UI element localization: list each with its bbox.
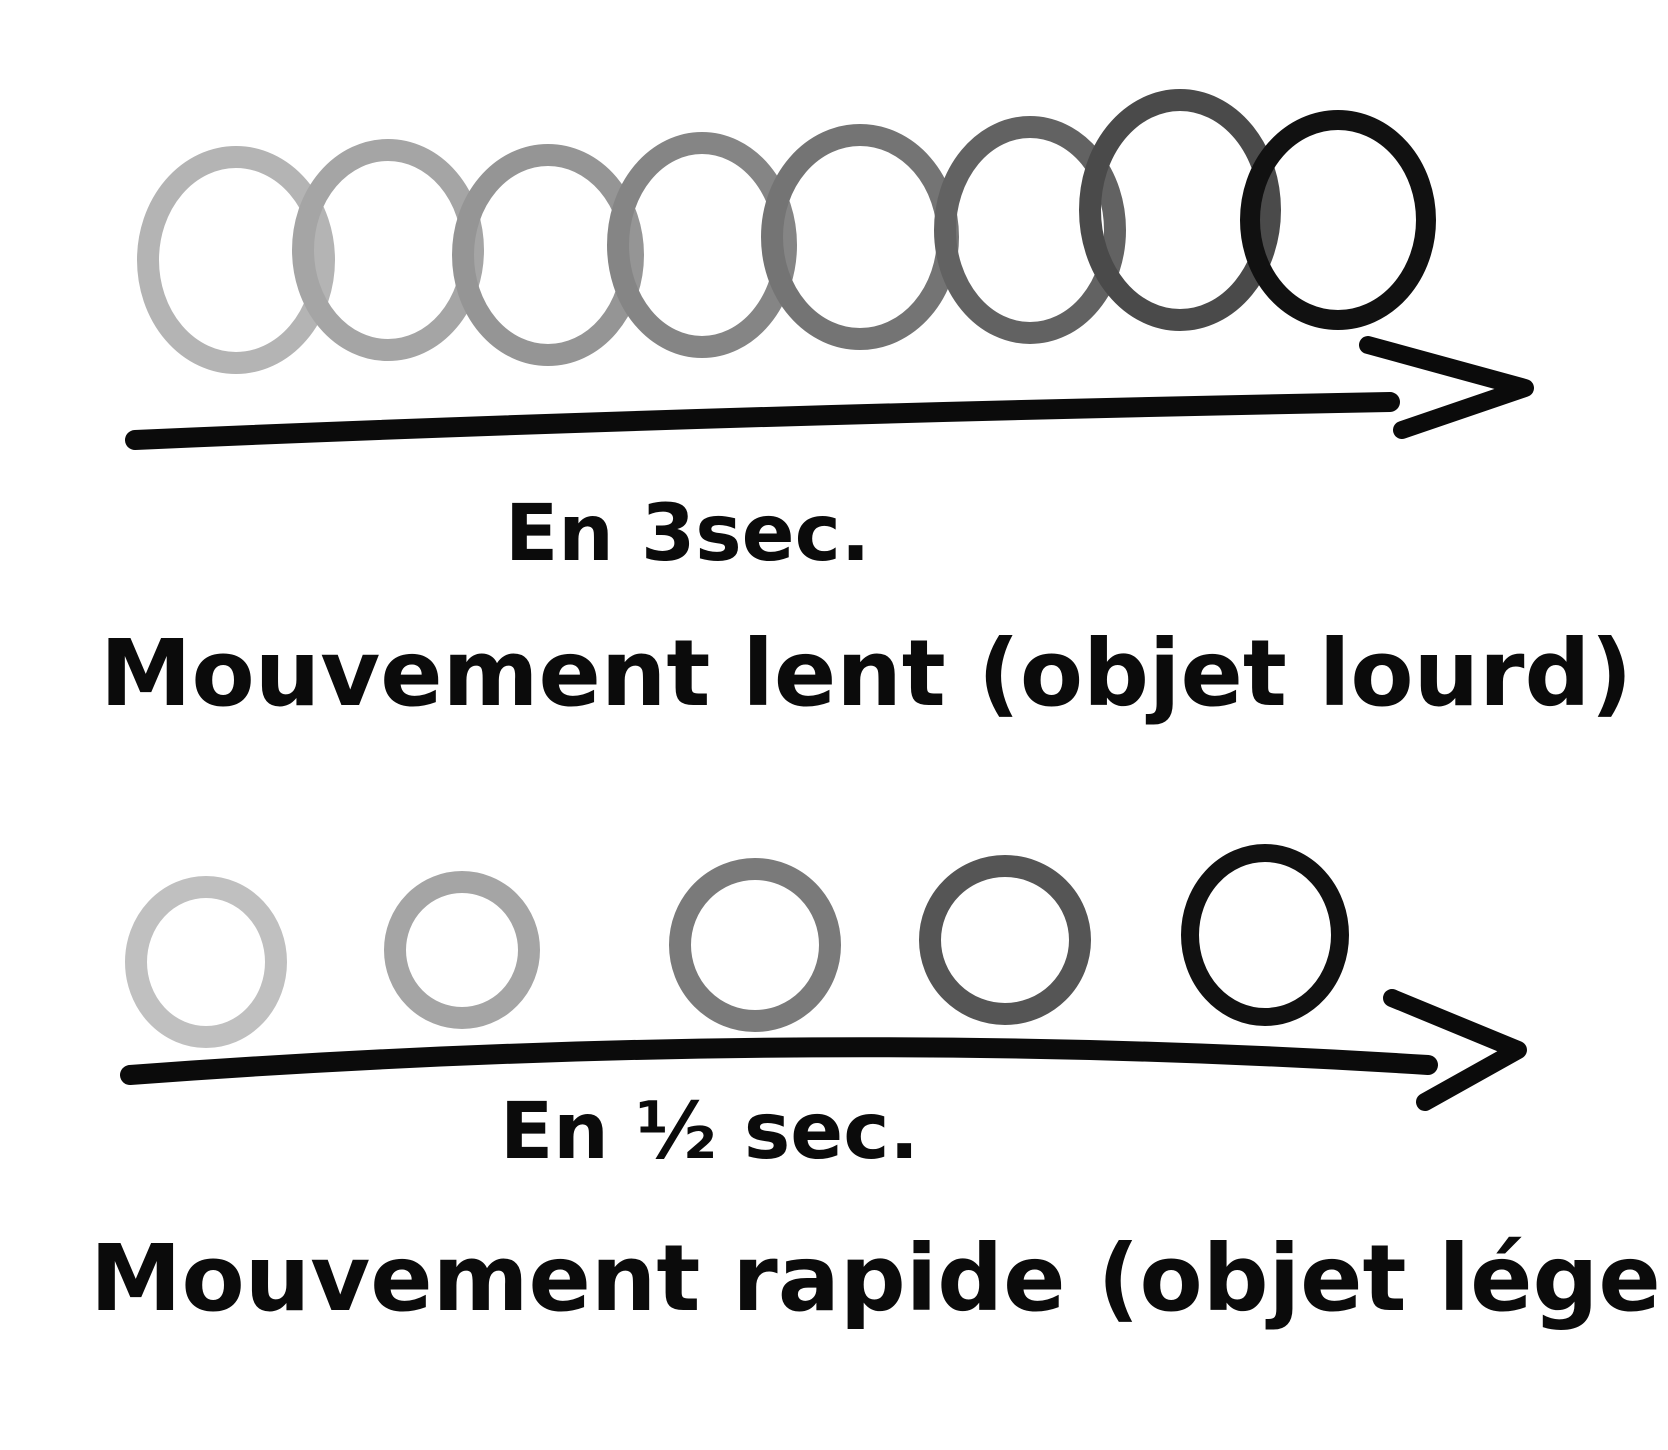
fast-frame-circle-3 — [669, 858, 841, 1032]
slow-timeline-arrow-shaft — [125, 392, 1400, 450]
fast-movement-section: En ½ sec. Mouvement rapide (objet léger) — [90, 844, 1668, 1332]
slow-frame-circle-7 — [1079, 89, 1281, 331]
fast-frame-circle-4 — [919, 855, 1091, 1025]
fast-description: Mouvement rapide (objet léger) — [90, 1225, 1668, 1332]
fast-timeline-arrow-shaft — [120, 1037, 1438, 1085]
fast-frame-sequence — [125, 844, 1349, 1048]
fast-frame-circle-5 — [1181, 844, 1349, 1026]
slow-frame-circle-6 — [934, 116, 1126, 344]
fast-duration-label: En ½ sec. — [500, 1087, 919, 1177]
slow-movement-section: En 3sec. Mouvement lent (objet lourd) — [100, 89, 1632, 727]
fast-timeline-arrow-head — [1383, 989, 1527, 1111]
slow-timeline-arrow-head — [1359, 336, 1534, 439]
slow-frame-circle-3 — [452, 144, 644, 366]
fast-frame-circle-1 — [125, 876, 287, 1048]
slow-frame-circle-1 — [137, 146, 335, 374]
slow-frame-sequence — [137, 89, 1436, 374]
slow-duration-label: En 3sec. — [505, 489, 870, 579]
slow-frame-circle-5 — [761, 124, 959, 350]
slow-description: Mouvement lent (objet lourd) — [100, 620, 1632, 727]
slow-frame-circle-8 — [1240, 110, 1436, 330]
slow-frame-circle-4 — [607, 132, 797, 358]
fast-frame-circle-2 — [384, 871, 540, 1029]
